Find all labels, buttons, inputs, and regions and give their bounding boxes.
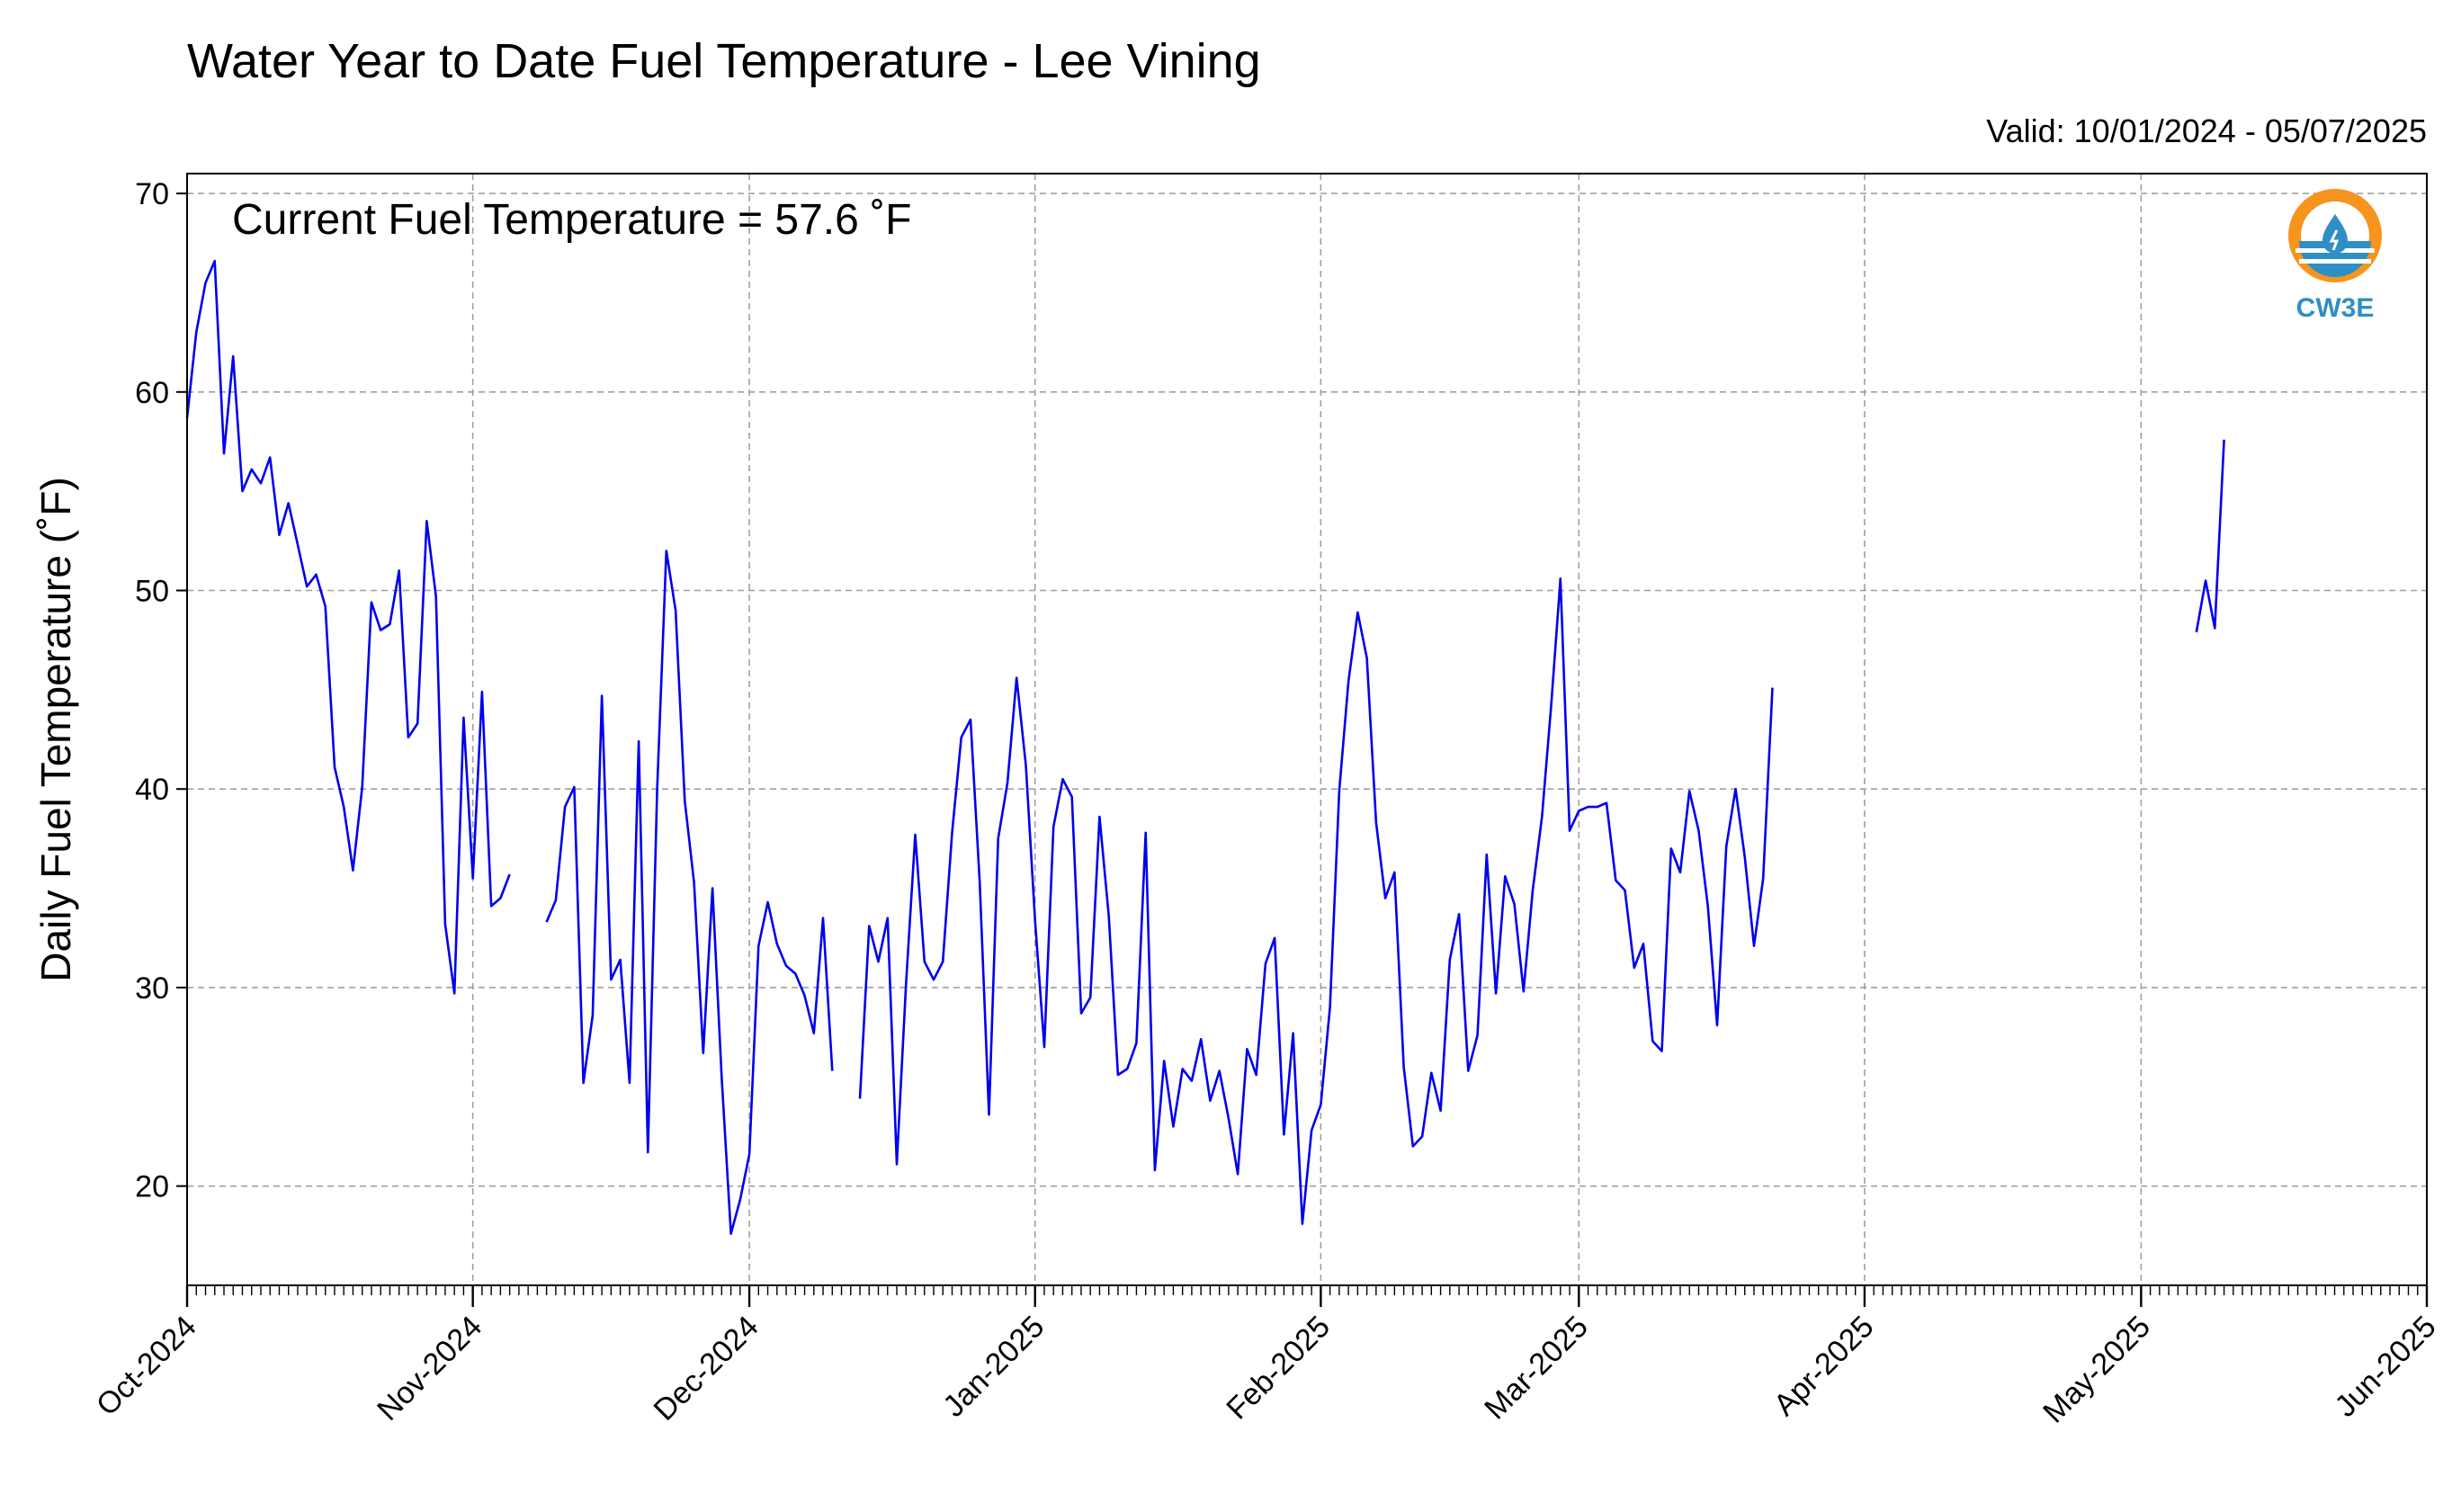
x-ticks: Oct-2024 Nov-2024 Dec-2024 Jan-2025 Feb-2025… xyxy=(90,1285,2443,1430)
current-temperature-annotation: Current Fuel Temperature = 57.6 ˚F xyxy=(232,196,911,244)
y-tick-label: 40 xyxy=(135,773,169,807)
x-tick-label: Feb-2025 xyxy=(1220,1310,1337,1427)
cw3e-logo-icon xyxy=(2288,189,2382,282)
x-tick-label: Dec-2024 xyxy=(648,1310,765,1427)
y-tick-label: 30 xyxy=(135,971,169,1006)
valid-range: Valid: 10/01/2024 - 05/07/2025 xyxy=(1986,112,2427,149)
y-ticks: 20 30 40 50 60 70 xyxy=(135,177,187,1204)
cw3e-logo: CW3E xyxy=(2288,189,2382,323)
y-tick-label: 60 xyxy=(135,376,169,410)
grid-lines xyxy=(186,174,2428,1285)
x-tick-label: May-2025 xyxy=(2036,1310,2157,1430)
x-tick-label: Mar-2025 xyxy=(1478,1310,1595,1427)
y-tick-label: 20 xyxy=(135,1170,169,1204)
x-tick-label: Nov-2024 xyxy=(371,1310,488,1427)
chart-title: Water Year to Date Fuel Temperature - Le… xyxy=(187,34,1261,88)
x-tick-label: Jun-2025 xyxy=(2329,1310,2443,1424)
x-tick-label: Oct-2024 xyxy=(90,1310,203,1423)
y-tick-label: 70 xyxy=(135,177,169,211)
series-line-fuel-temperature xyxy=(185,259,2225,1235)
minor-ticks xyxy=(186,1285,2428,1295)
x-tick-label: Jan-2025 xyxy=(936,1310,1051,1424)
y-axis-label: Daily Fuel Temperature (˚F) xyxy=(32,477,79,982)
y-tick-label: 50 xyxy=(135,575,169,609)
cw3e-logo-text: CW3E xyxy=(2296,293,2375,323)
x-tick-label: Apr-2025 xyxy=(1767,1310,1881,1423)
plot-frame xyxy=(186,173,2428,1286)
